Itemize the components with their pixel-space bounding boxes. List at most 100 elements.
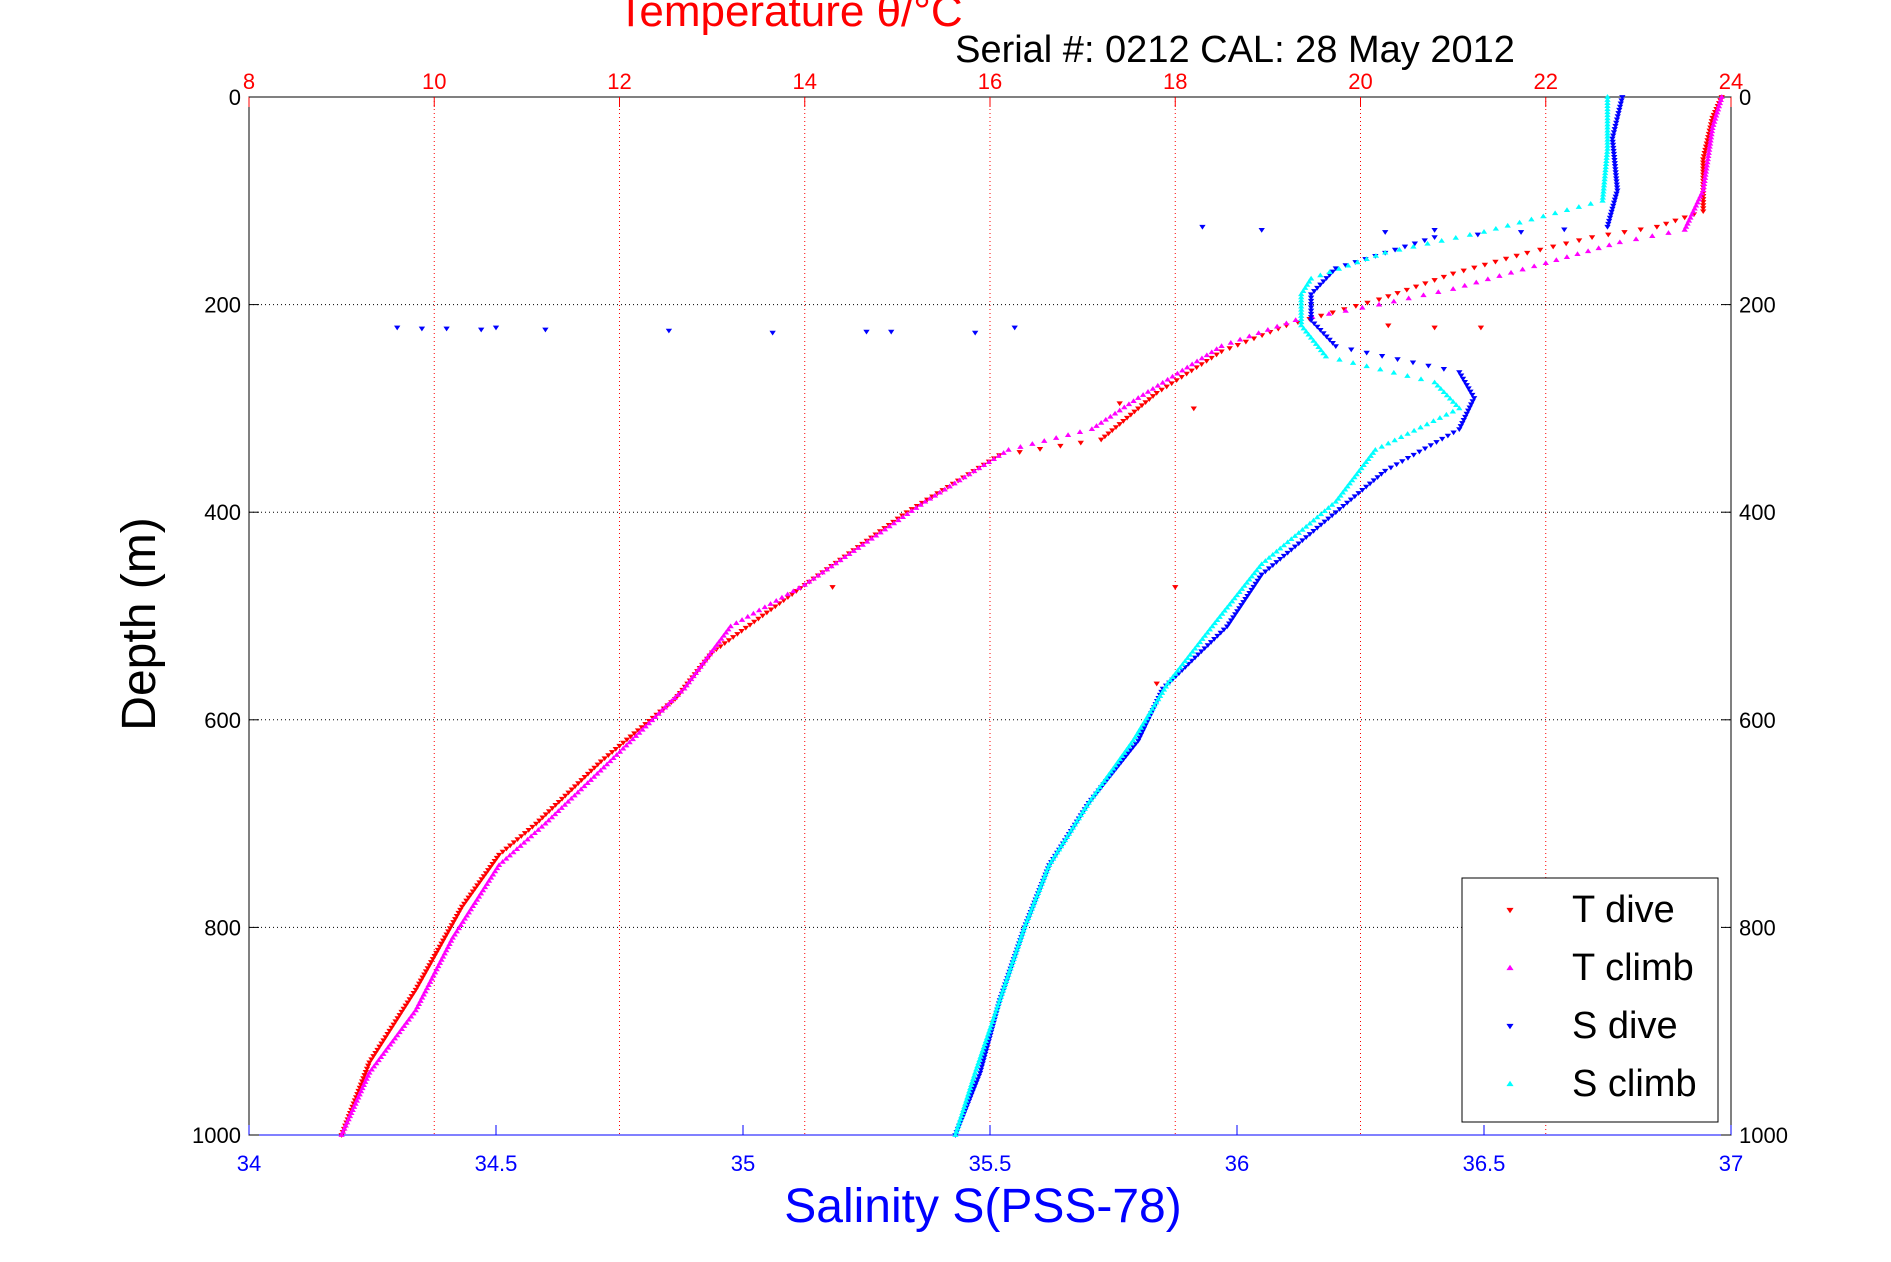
data-point	[1317, 328, 1324, 333]
data-point	[1481, 262, 1489, 268]
data-point	[439, 953, 447, 959]
data-point	[1396, 246, 1403, 252]
data-point	[1700, 203, 1707, 208]
data-point	[375, 1057, 382, 1063]
data-point	[518, 834, 525, 839]
data-point	[1264, 327, 1272, 332]
data-point	[1188, 361, 1196, 367]
data-point	[391, 1035, 399, 1041]
data-point	[1004, 975, 1011, 980]
data-point	[751, 619, 758, 625]
data-point	[441, 935, 449, 941]
data-point	[1612, 123, 1619, 129]
data-point	[877, 529, 884, 535]
data-point	[841, 554, 849, 560]
data-point	[545, 817, 552, 823]
outlier-point	[1385, 323, 1392, 329]
data-point	[412, 1007, 419, 1013]
data-point	[1614, 188, 1621, 194]
data-point	[1181, 658, 1189, 664]
data-point	[725, 626, 732, 632]
data-point	[1410, 243, 1417, 249]
data-point	[571, 784, 579, 790]
data-point	[581, 783, 588, 789]
data-point	[483, 881, 491, 886]
data-point	[1465, 386, 1472, 392]
data-point	[1474, 232, 1481, 238]
data-point	[1092, 790, 1099, 796]
data-point	[1198, 649, 1205, 655]
data-point	[1052, 852, 1059, 858]
data-point	[1700, 206, 1707, 212]
data-point	[1121, 750, 1128, 755]
data-point	[665, 701, 672, 707]
data-point	[445, 929, 452, 935]
data-point	[956, 1119, 963, 1125]
data-point	[1295, 541, 1302, 547]
data-point	[1096, 784, 1104, 790]
data-point	[1069, 824, 1077, 830]
data-point	[1611, 161, 1618, 166]
data-point	[1196, 639, 1204, 645]
depth-tick-label-right: 200	[1739, 293, 1776, 318]
data-point	[1302, 535, 1310, 540]
data-point	[376, 1044, 383, 1050]
data-point	[521, 831, 529, 836]
data-point	[1354, 259, 1361, 265]
data-point	[449, 934, 456, 940]
data-point	[571, 792, 578, 798]
data-point	[952, 1132, 959, 1137]
data-point	[1665, 230, 1672, 235]
data-point	[1204, 643, 1212, 648]
data-point	[1329, 310, 1336, 316]
data-point	[1246, 590, 1253, 596]
data-point	[1310, 529, 1317, 534]
data-point	[398, 1026, 405, 1031]
data-point	[1107, 413, 1114, 419]
data-point	[1449, 408, 1457, 414]
data-point	[1306, 532, 1314, 537]
data-point	[435, 963, 442, 969]
data-point	[1604, 224, 1611, 230]
data-point	[1417, 376, 1425, 382]
data-point	[992, 1009, 999, 1015]
data-point	[1317, 511, 1325, 517]
data-point	[1326, 337, 1333, 343]
data-point	[1416, 449, 1423, 455]
data-point	[1055, 846, 1063, 852]
data-point	[1618, 98, 1625, 104]
outlier-point	[1382, 230, 1389, 235]
outlier-point	[888, 329, 895, 335]
data-point	[1109, 428, 1116, 434]
data-point	[480, 874, 487, 879]
data-point	[513, 846, 521, 852]
data-point	[1120, 418, 1127, 424]
data-point	[639, 726, 646, 732]
data-point	[1404, 373, 1411, 378]
data-point	[431, 969, 439, 975]
data-point	[1223, 624, 1231, 630]
data-point	[1612, 173, 1620, 179]
data-point	[1280, 542, 1288, 548]
data-point	[1123, 747, 1130, 752]
data-point	[772, 604, 779, 610]
data-point	[645, 720, 653, 726]
data-point	[380, 1038, 387, 1044]
data-point	[1672, 218, 1679, 224]
data-point	[1307, 305, 1315, 311]
data-point	[1185, 661, 1192, 667]
data-point	[1431, 235, 1438, 241]
data-point	[1517, 230, 1525, 235]
data-point	[473, 896, 481, 902]
data-point	[1151, 702, 1158, 708]
data-point	[412, 987, 419, 993]
data-point	[959, 1110, 966, 1116]
data-point	[574, 789, 581, 795]
data-point	[1008, 962, 1015, 968]
data-point	[1431, 379, 1438, 385]
data-point	[400, 1006, 407, 1012]
data-point	[1277, 545, 1284, 551]
data-point	[1436, 415, 1444, 420]
data-point	[1427, 443, 1434, 449]
data-point	[1252, 581, 1259, 587]
